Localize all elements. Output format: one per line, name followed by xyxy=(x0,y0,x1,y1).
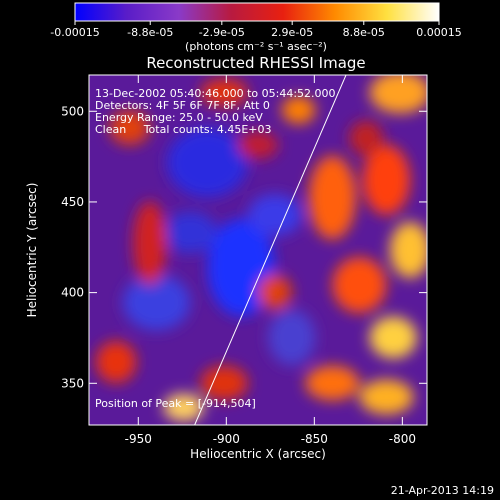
emission-blob xyxy=(95,341,137,383)
heatmap-emission xyxy=(95,75,427,422)
colorbar-tick-label: -0.00015 xyxy=(50,26,99,39)
heatmap-image xyxy=(89,75,427,425)
y-axis-label: Heliocentric Y (arcsec) xyxy=(25,183,39,318)
emission-blob xyxy=(332,257,387,313)
x-tick-label: -800 xyxy=(389,432,416,446)
colorbar-tick-label: 8.8e-05 xyxy=(343,26,385,39)
colorbar-units-label: (photons cm⁻² s⁻¹ asec⁻²) xyxy=(185,40,327,53)
emission-blob xyxy=(122,274,191,331)
annotation-detectors: Detectors: 4F 5F 6F 7F 8F, Att 0 xyxy=(95,99,270,112)
annotation-block: 13-Dec-2002 05:40:46.000 to 05:44:52.000… xyxy=(95,87,336,136)
emission-blob xyxy=(308,155,357,240)
emission-blob xyxy=(109,110,150,145)
emission-blob xyxy=(305,365,360,401)
y-tick-label: 400 xyxy=(61,286,84,300)
emission-blob xyxy=(200,365,248,401)
x-axis-label: Heliocentric X (arcsec) xyxy=(190,447,326,461)
colorbar-tick-label: 0.00015 xyxy=(416,26,462,39)
annotation-peak-position: Position of Peak = [-914,504] xyxy=(95,397,256,410)
plot-frame xyxy=(88,74,428,426)
chart-title: Reconstructed RHESSI Image xyxy=(146,54,365,72)
colorbar-tick-label: -2.9e-05 xyxy=(199,26,245,39)
emission-blob xyxy=(237,131,279,159)
x-tick-label: -850 xyxy=(301,432,328,446)
y-tick-label: 500 xyxy=(61,104,84,118)
annotation-energy-range: Energy Range: 25.0 - 50.0 keV xyxy=(95,111,263,124)
emission-blob xyxy=(200,78,248,107)
emission-blob xyxy=(362,145,411,215)
colorbar-tick-label: 2.9e-05 xyxy=(271,26,313,39)
emission-blob xyxy=(389,222,427,278)
emission-blob xyxy=(369,316,417,359)
emission-blob xyxy=(349,120,384,156)
emission-blob xyxy=(268,309,316,366)
colorbar-ticks: -0.00015 -8.8e-05 -2.9e-05 2.9e-05 8.8e-05 0.… xyxy=(50,21,462,39)
footer-timestamp: 21-Apr-2013 14:19 xyxy=(391,484,494,497)
colorbar: -0.00015 -8.8e-05 -2.9e-05 2.9e-05 8.8e-05 0.… xyxy=(50,2,462,53)
x-tick-label: -900 xyxy=(213,432,240,446)
emission-blob xyxy=(369,75,427,114)
x-axis-ticks: -950 -900 -850 -800 xyxy=(125,75,416,446)
y-axis-ticks: 350 400 450 500 xyxy=(61,104,427,390)
colorbar-tick-label: -8.8e-05 xyxy=(127,26,173,39)
emission-blob xyxy=(132,201,167,285)
emission-blob xyxy=(163,393,204,422)
emission-blob xyxy=(281,96,316,124)
annotation-time-range: 13-Dec-2002 05:40:46.000 to 05:44:52.000 xyxy=(95,87,336,100)
emission-blob xyxy=(258,274,292,310)
annotation-total-counts: Clean Total counts: 4.45E+03 xyxy=(95,123,272,136)
emission-blob xyxy=(166,127,248,198)
emission-blob xyxy=(359,379,414,415)
y-tick-label: 450 xyxy=(61,195,84,209)
colorbar-gradient xyxy=(74,2,440,22)
x-tick-label: -950 xyxy=(125,432,152,446)
emission-blob xyxy=(247,194,302,236)
y-tick-label: 350 xyxy=(61,376,84,390)
emission-blob xyxy=(163,211,218,254)
solar-limb-line xyxy=(194,75,347,425)
